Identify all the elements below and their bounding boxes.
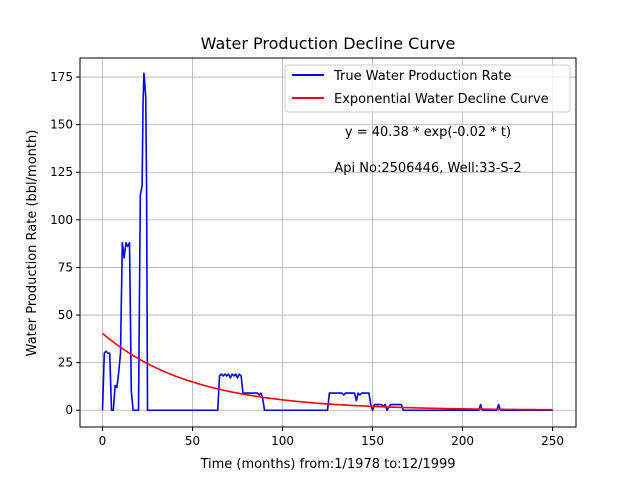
legend-label-decline-curve: Exponential Water Decline Curve [334,92,549,107]
y-tick-label: 100 [50,213,73,227]
x-tick-label: 150 [361,434,384,448]
legend-label-true-rate: True Water Production Rate [333,69,511,84]
y-tick-label: 25 [58,356,73,370]
series-layer [101,72,553,412]
plot-frame [79,57,577,428]
chart-title: Water Production Decline Curve [201,34,456,53]
y-ticks: 0 25 50 75 100 125 150 175 [50,70,80,417]
y-axis-label: Water Production Rate (bbl/month) [25,130,40,357]
equation-annotation: y = 40.38 * exp(-0.02 * t) [345,125,511,140]
x-tick-label: 0 [99,434,107,448]
x-tick-label: 250 [541,434,564,448]
y-tick-label: 175 [50,70,73,84]
x-tick-label: 100 [271,434,294,448]
x-tick-label: 200 [451,434,474,448]
y-tick-label: 75 [58,260,73,274]
x-tick-label: 50 [185,434,200,448]
legend: True Water Production Rate Exponential W… [284,64,571,113]
true-water-production-line [101,72,553,412]
well-annotation: Api No:2506446, Well:33-S-2 [334,161,521,176]
y-tick-label: 50 [58,308,73,322]
y-tick-label: 0 [65,403,73,417]
x-ticks: 0 50 100 150 200 250 [99,427,564,448]
legend-box [284,64,571,113]
y-tick-label: 150 [50,118,73,132]
y-tick-label: 125 [50,165,73,179]
x-axis-label: Time (months) from:1/1978 to:12/1999 [199,457,455,472]
exponential-decline-line [101,332,553,411]
